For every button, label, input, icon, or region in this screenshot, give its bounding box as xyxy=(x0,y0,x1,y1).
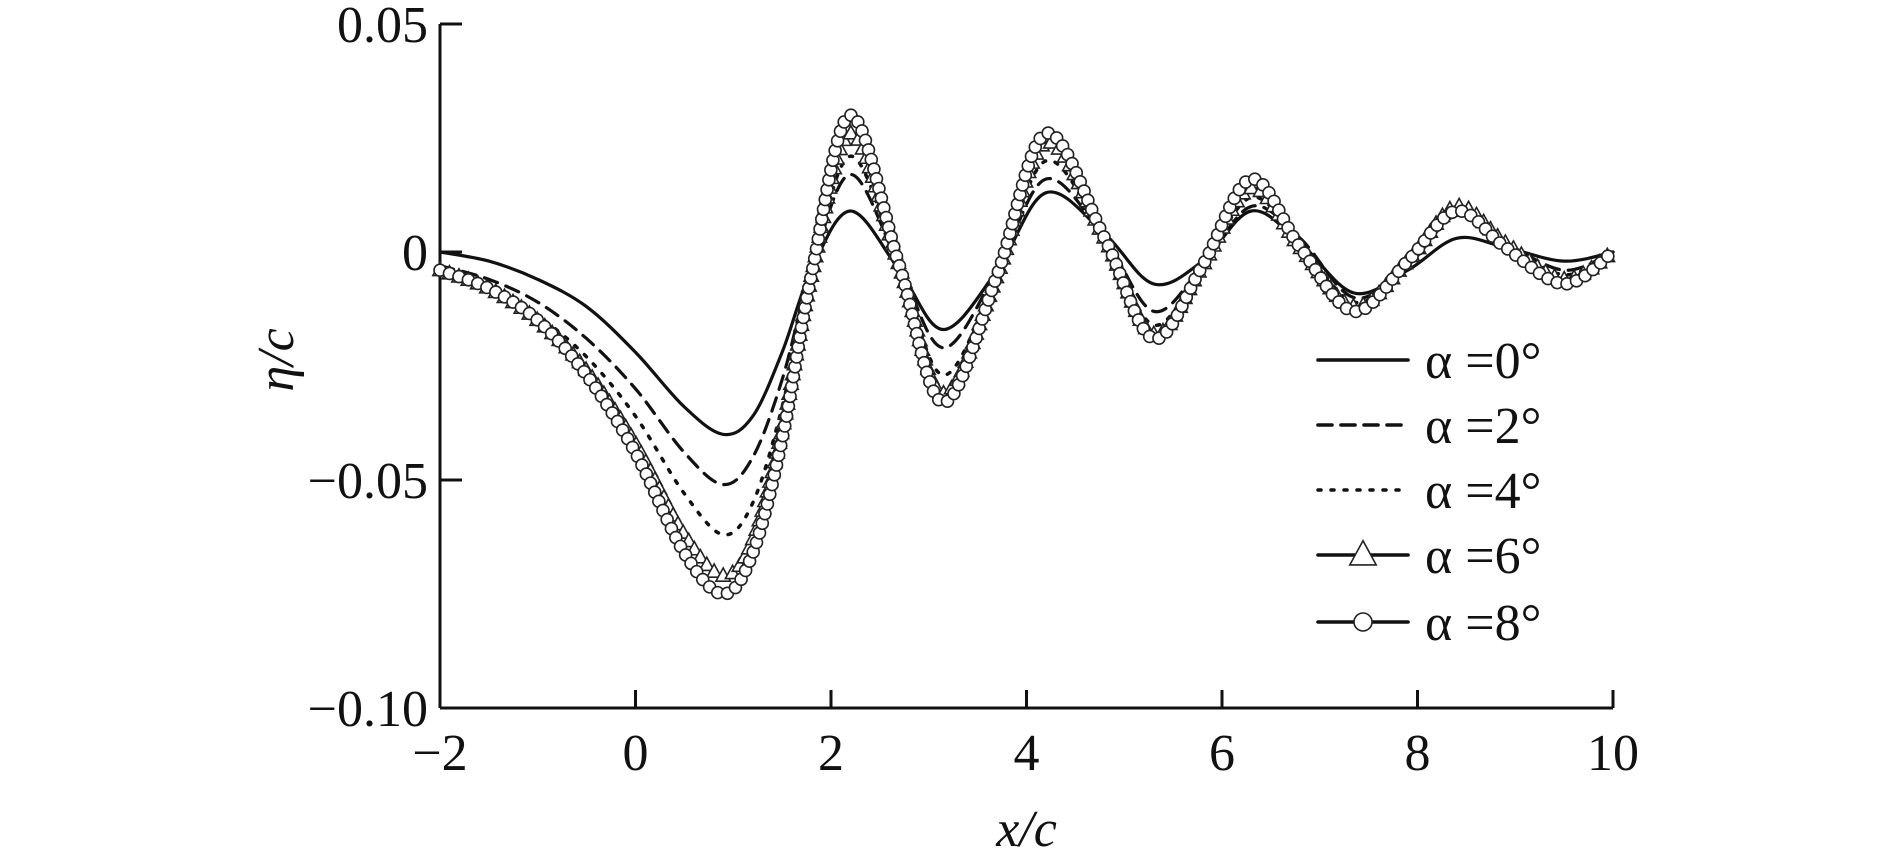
triangle-marker xyxy=(1348,539,1378,566)
series-line xyxy=(438,172,1615,487)
x-tick-label: 4 xyxy=(1014,725,1040,782)
triangle-marker xyxy=(705,562,723,578)
series-1 xyxy=(438,172,1615,487)
circle-marker xyxy=(1601,249,1615,264)
y-tick-label: 0 xyxy=(402,225,428,282)
series-layer xyxy=(431,108,1616,601)
legend-label: α =2° xyxy=(1425,398,1541,455)
legend-item: α =4° xyxy=(1316,463,1541,520)
triangle-marker xyxy=(691,547,709,564)
y-tick-label: −0.10 xyxy=(308,681,428,738)
legend: α =0° α =2° α =4° α =6° α =8° xyxy=(1316,333,1541,652)
triangle-marker xyxy=(842,123,860,140)
x-tick-label: −2 xyxy=(412,725,467,782)
legend-label: α =8° xyxy=(1425,595,1541,652)
y-tick-label: −0.05 xyxy=(308,453,428,510)
x-tick-label: 6 xyxy=(1209,725,1235,782)
legend-item: α =2° xyxy=(1316,398,1541,455)
y-axis-label: η/c xyxy=(248,328,305,391)
x-tick-label: 10 xyxy=(1587,725,1639,782)
legend-item: α =8° xyxy=(1316,595,1541,652)
series-4 xyxy=(433,108,1615,601)
x-axis-label: x/c xyxy=(995,801,1057,851)
axes: −2 0 2 4 6 8 10 0.05 0 −0.05 −0.10 xyxy=(308,0,1639,782)
x-tick-label: 2 xyxy=(818,725,844,782)
legend-item: α =6° xyxy=(1316,528,1541,585)
triangle-marker xyxy=(698,555,716,572)
y-tick-label: 0.05 xyxy=(337,0,428,54)
x-tick-label: 8 xyxy=(1405,725,1431,782)
circle-marker xyxy=(1353,612,1373,632)
legend-label: α =0° xyxy=(1425,333,1541,390)
legend-label: α =6° xyxy=(1425,528,1541,585)
x-tick-label: 0 xyxy=(623,725,649,782)
legend-label: α =4° xyxy=(1425,463,1541,520)
legend-item: α =0° xyxy=(1316,333,1541,390)
